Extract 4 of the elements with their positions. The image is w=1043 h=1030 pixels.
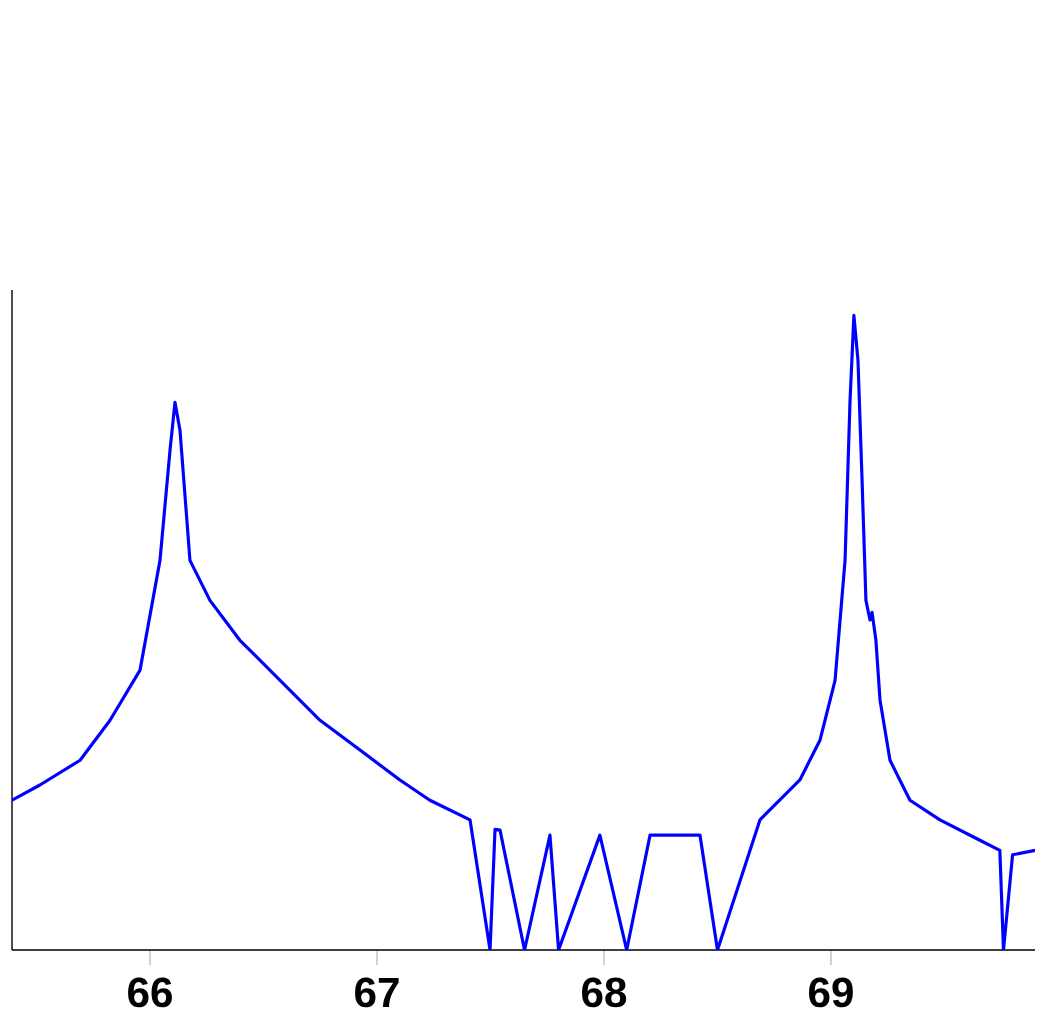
x-tick-label: 69 — [809, 977, 853, 1008]
x-tick-label: 67 — [355, 977, 399, 1008]
x-tick-label: 66 — [128, 977, 172, 1008]
x-tick-label: 68 — [582, 977, 627, 1008]
